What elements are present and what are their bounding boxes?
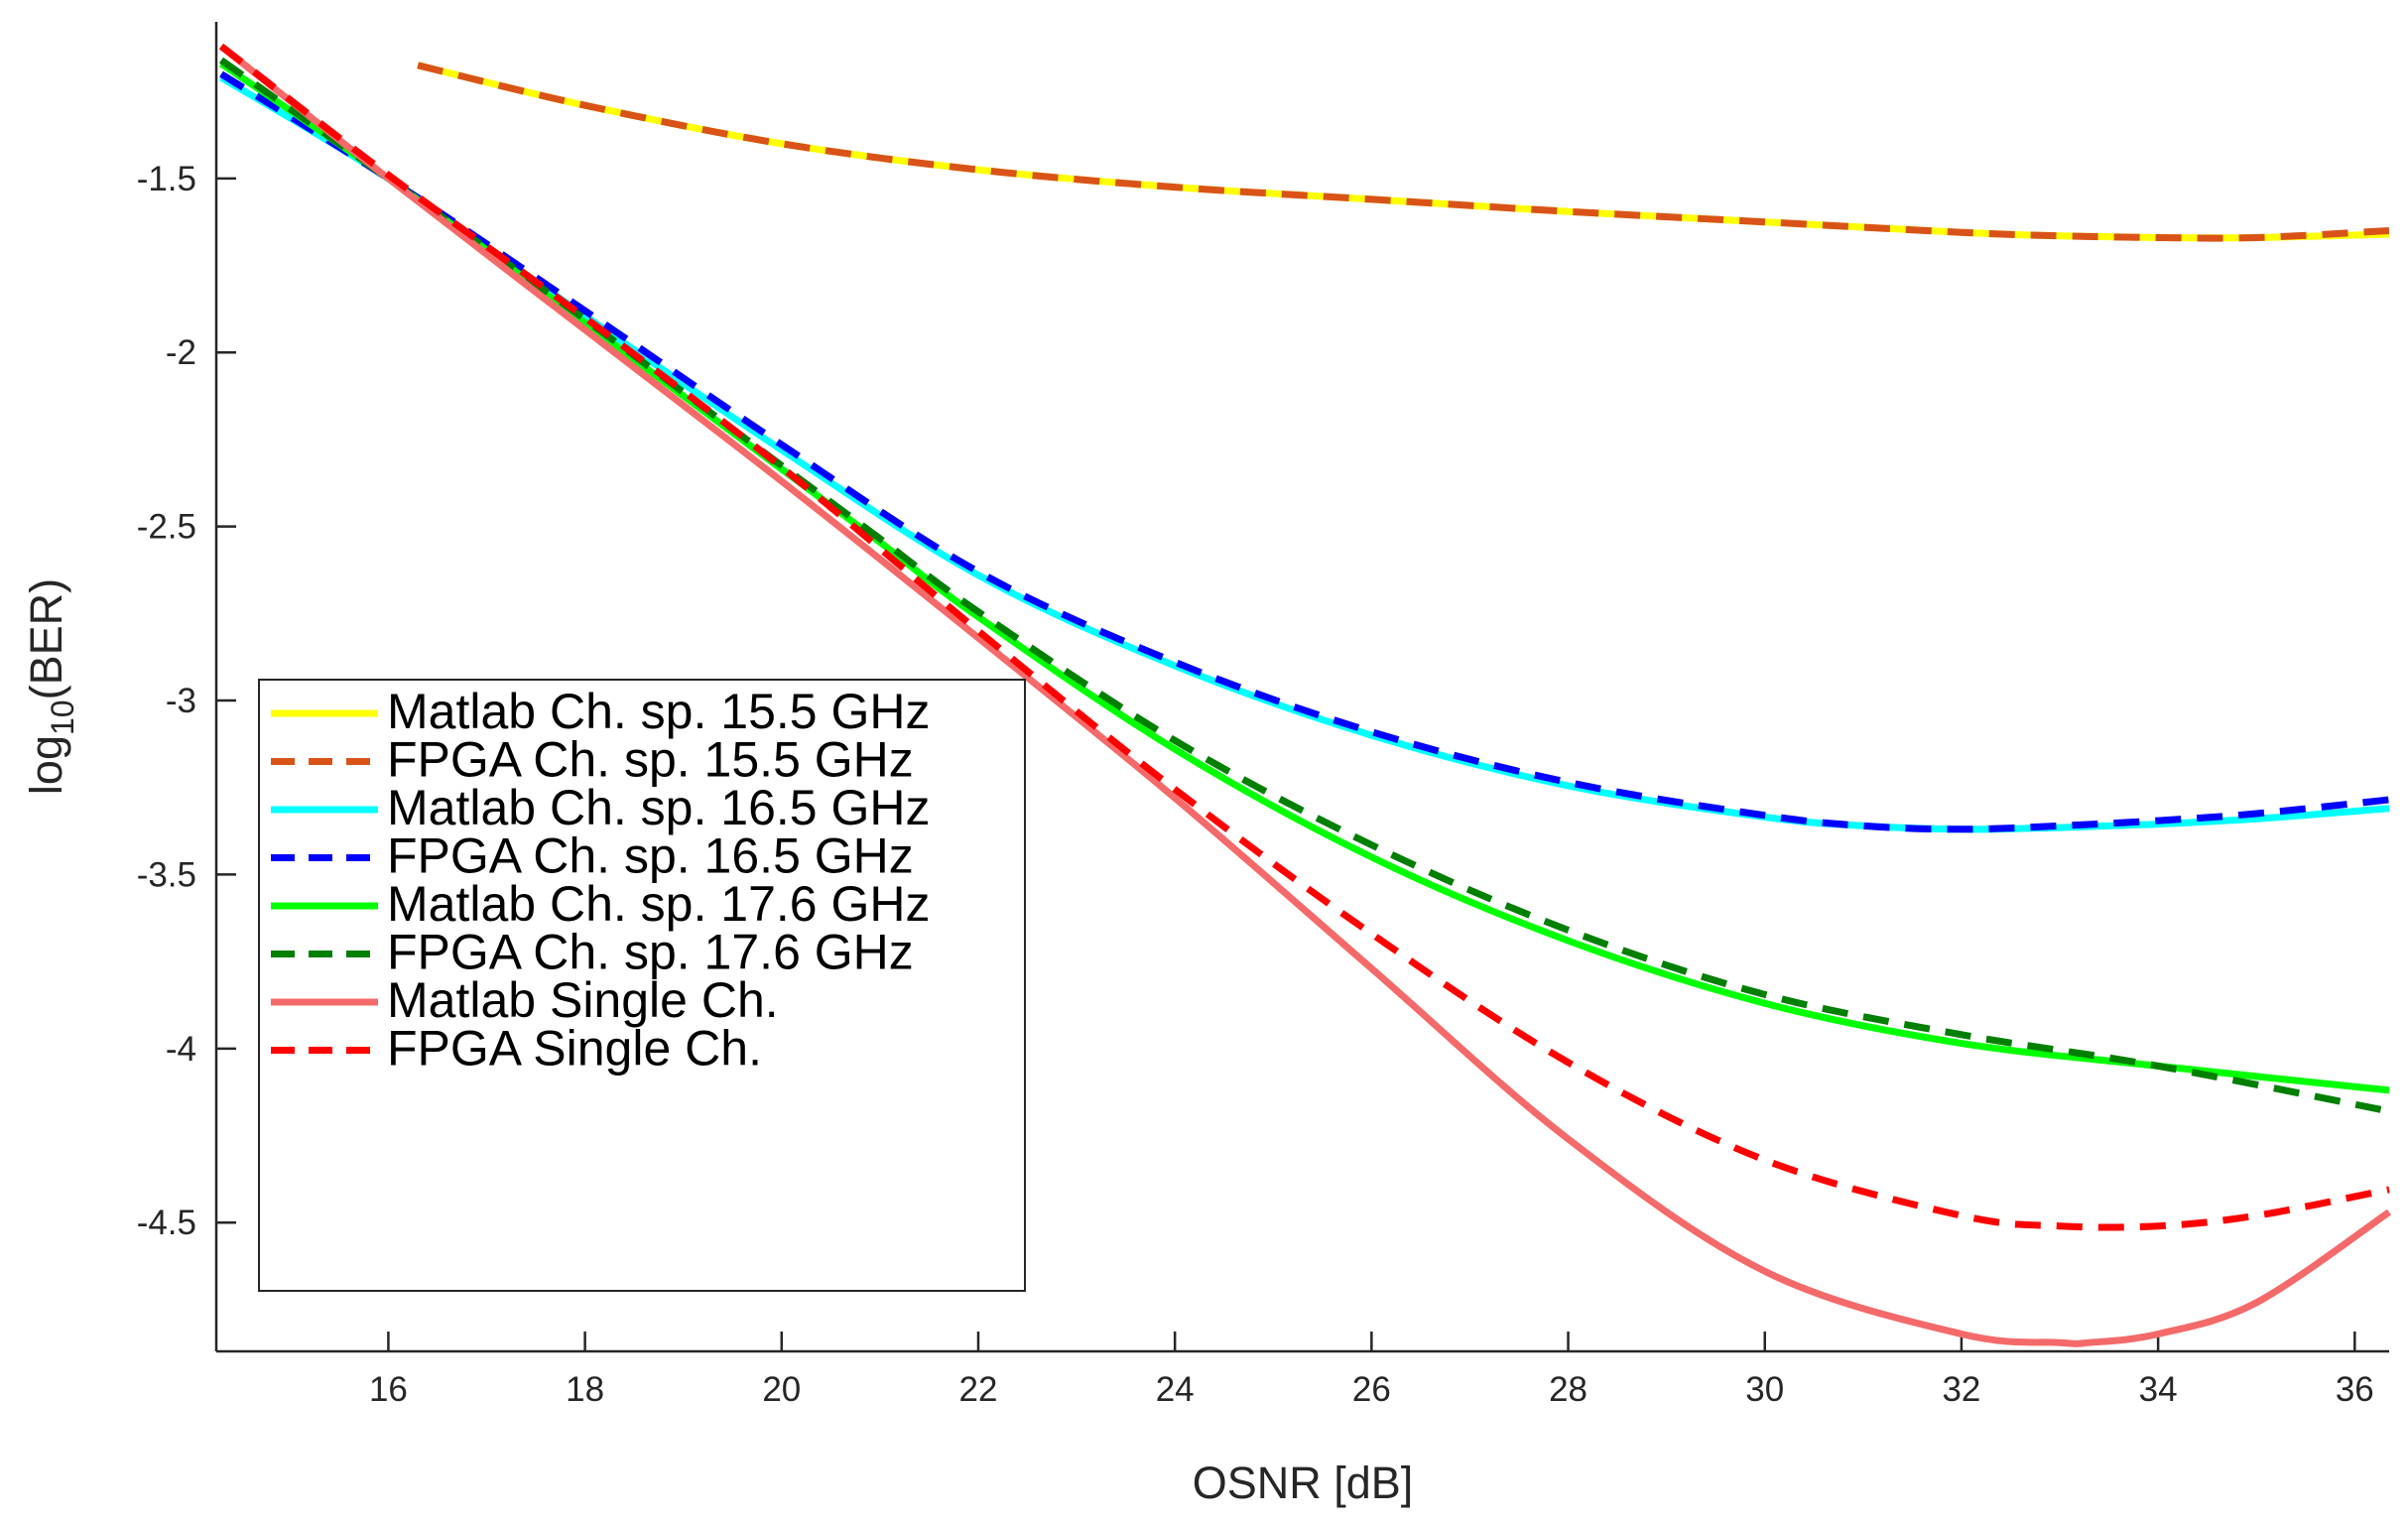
series-line-2 <box>417 62 2390 242</box>
y-tick-label: -4 <box>166 1030 196 1069</box>
x-tick-label: 24 <box>1156 1370 1195 1409</box>
y-axis-title: log10(BER) <box>21 578 80 795</box>
series-line-5 <box>219 61 2390 1094</box>
y-tick-label: -3 <box>166 682 196 720</box>
y-axis-title-tail: (BER) <box>21 578 71 700</box>
y-tick-label: -2.5 <box>137 508 196 547</box>
x-axis-title: OSNR [dB] <box>1193 1458 1414 1508</box>
series-line-7 <box>218 43 2391 1347</box>
x-tick-label: 34 <box>2139 1370 2178 1409</box>
legend-box <box>258 679 1026 1292</box>
x-tick-label: 18 <box>566 1370 604 1409</box>
x-tick-label: 36 <box>2336 1370 2374 1409</box>
y-axis-title-subscript: 10 <box>45 699 80 735</box>
legend-label-5: Matlab Ch. sp. 17.6 GHz <box>387 876 930 932</box>
legend-label-6: FPGA Ch. sp. 17.6 GHz <box>387 925 914 980</box>
y-ticks: -4.5 -4 -3.5 -3 -2.5 -2 -1.5 <box>137 160 236 1242</box>
legend-label-2: FPGA Ch. sp. 15.5 GHz <box>387 732 914 788</box>
legend-label-3: Matlab Ch. sp. 16.5 GHz <box>387 780 930 835</box>
x-tick-label: 26 <box>1352 1370 1391 1409</box>
legend-label-1: Matlab Ch. sp. 15.5 GHz <box>387 684 930 739</box>
x-ticks: 16 18 20 22 24 26 28 30 32 34 36 <box>369 1332 2374 1409</box>
x-tick-label: 16 <box>369 1370 408 1409</box>
legend-label-4: FPGA Ch. sp. 16.5 GHz <box>387 828 914 884</box>
legend-label-7: Matlab Single Ch. <box>387 972 779 1028</box>
series-layer <box>218 43 2391 1347</box>
y-tick-label: -3.5 <box>137 855 196 894</box>
legend-label-8: FPGA Single Ch. <box>387 1021 762 1077</box>
x-tick-label: 22 <box>959 1370 998 1409</box>
x-tick-label: 32 <box>1942 1370 1980 1409</box>
y-tick-label: -1.5 <box>137 160 196 198</box>
series-line-6 <box>218 57 2390 1115</box>
series-line-4 <box>219 70 2390 833</box>
x-tick-label: 28 <box>1549 1370 1587 1409</box>
y-axis-title-main: log <box>21 735 71 795</box>
y-tick-label: -2 <box>166 333 196 372</box>
x-tick-label: 20 <box>762 1370 801 1409</box>
y-tick-label: -4.5 <box>137 1204 196 1242</box>
x-tick-label: 30 <box>1745 1370 1784 1409</box>
series-line-8 <box>218 43 2390 1231</box>
